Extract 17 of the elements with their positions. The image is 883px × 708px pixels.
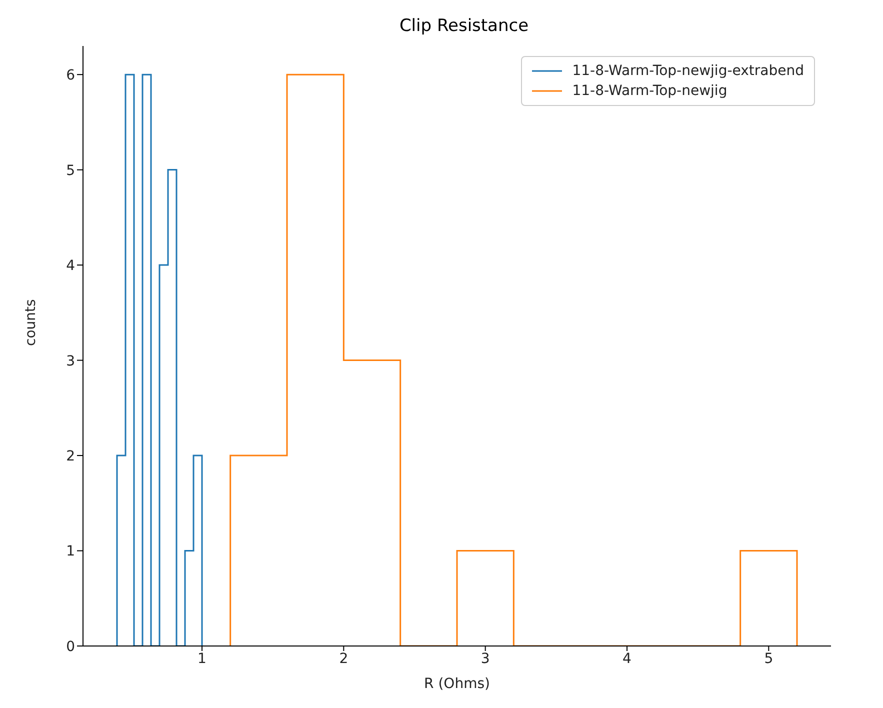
legend-label: 11-8-Warm-Top-newjig — [572, 83, 728, 99]
y-tick-label: 3 — [66, 353, 75, 370]
x-tick-label: 3 — [480, 650, 490, 667]
y-axis-title: counts — [22, 299, 39, 346]
y-tick-label: 4 — [66, 258, 76, 274]
y-tick-label: 5 — [66, 162, 75, 179]
x-tick-label: 5 — [764, 650, 774, 667]
legend-label: 11-8-Warm-Top-newjig-extrabend — [572, 63, 804, 79]
y-tick-label: 2 — [66, 448, 75, 464]
y-tick-label: 1 — [66, 544, 75, 560]
y-tick-label: 0 — [66, 638, 75, 655]
x-tick-label: 1 — [198, 650, 206, 667]
x-tick-label: 4 — [622, 650, 632, 667]
x-axis-title: R (Ohms) — [424, 676, 490, 692]
y-tick-label: 6 — [66, 68, 76, 84]
x-tick-label: 2 — [339, 650, 348, 667]
chart-title: Clip Resistance — [398, 15, 530, 38]
